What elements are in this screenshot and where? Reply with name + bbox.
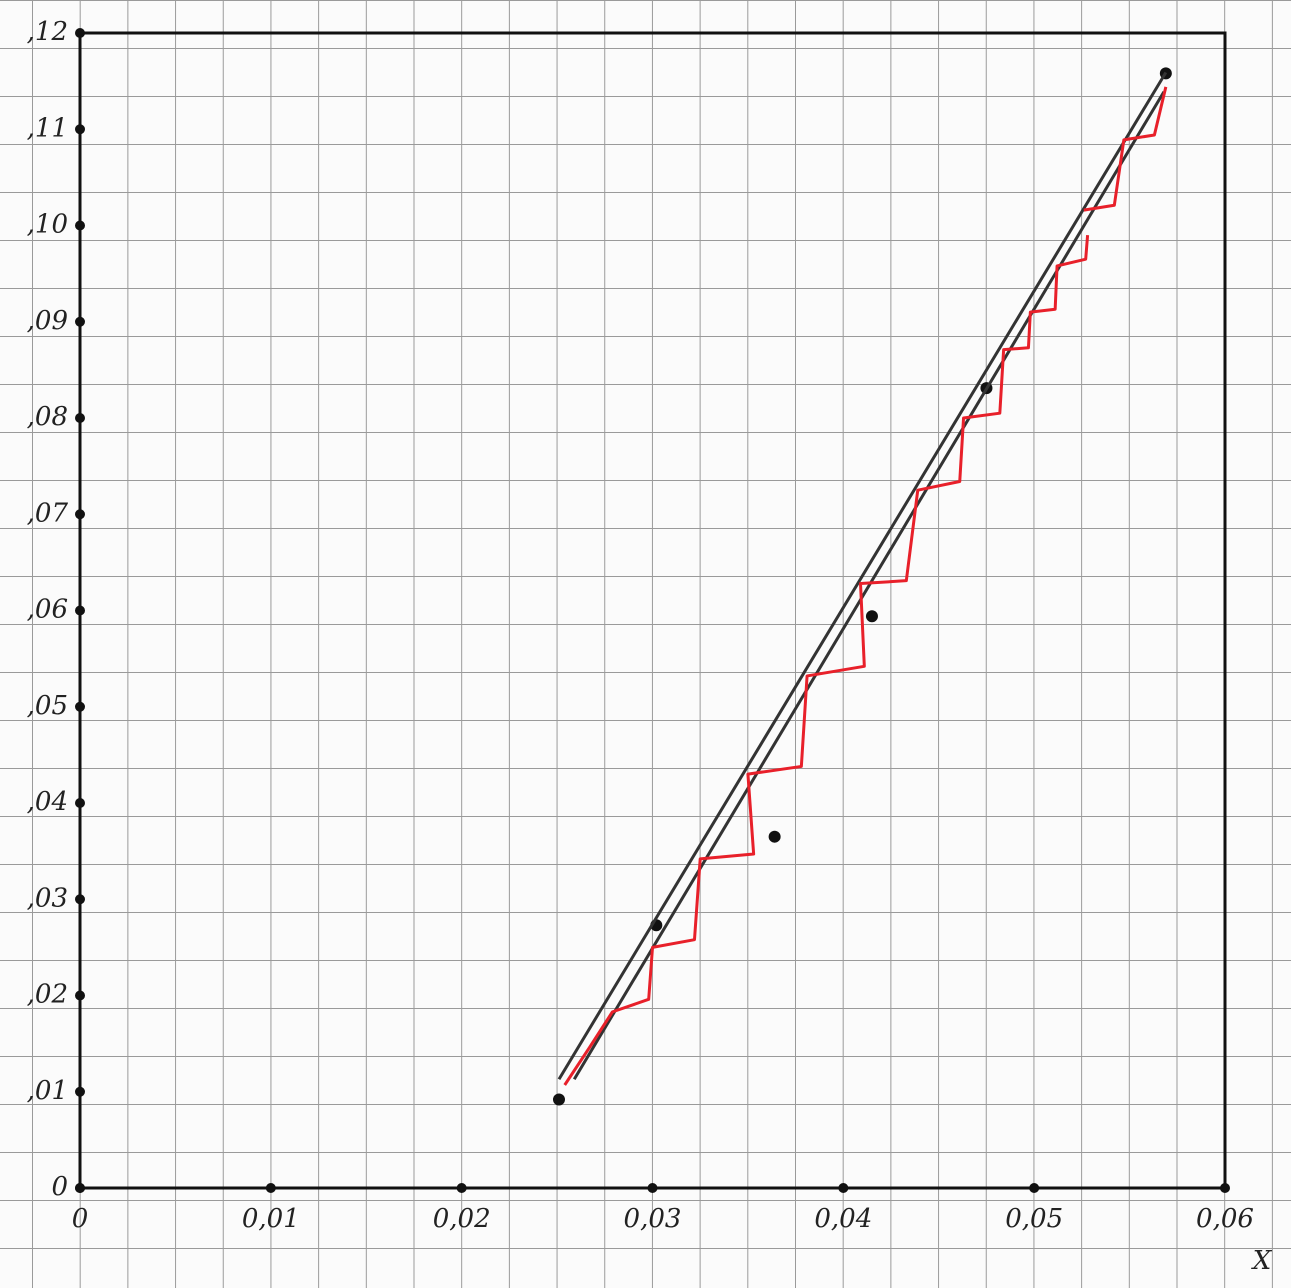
x-tick-mark — [648, 1183, 658, 1193]
x-tick-label: 0,05 — [1005, 1204, 1063, 1234]
y-tick-mark — [75, 991, 85, 1001]
x-tick-mark — [1220, 1183, 1230, 1193]
x-axis-label: X — [1251, 1246, 1273, 1276]
plot-frame — [80, 33, 1225, 1188]
x-tick-mark — [1029, 1183, 1039, 1193]
y-tick-label: 0 — [51, 1172, 68, 1202]
y-tick-label: ,01 — [27, 1076, 68, 1106]
x-tick-label: 0,03 — [624, 1204, 682, 1234]
series-line — [574, 92, 1164, 1080]
x-tick-mark — [838, 1183, 848, 1193]
data-point — [769, 831, 781, 843]
y-tick-mark — [75, 317, 85, 327]
x-tick-label: 0 — [72, 1204, 89, 1234]
y-tick-mark — [75, 798, 85, 808]
y-tick-mark — [75, 702, 85, 712]
y-tick-mark — [75, 606, 85, 616]
y-tick-label: ,08 — [27, 402, 68, 432]
data-point — [553, 1093, 565, 1105]
y-tick-label: ,05 — [27, 691, 68, 721]
y-tick-label: ,07 — [27, 498, 69, 528]
y-tick-label: ,04 — [27, 787, 68, 817]
y-tick-label: ,11 — [27, 113, 68, 143]
y-tick-label: ,03 — [27, 883, 68, 913]
y-tick-mark — [75, 1183, 85, 1193]
y-tick-mark — [75, 894, 85, 904]
x-tick-label: 0,06 — [1196, 1204, 1254, 1234]
x-tick-mark — [457, 1183, 467, 1193]
x-tick-label: 0,02 — [433, 1204, 491, 1234]
x-tick-label: 0,04 — [814, 1204, 872, 1234]
y-tick-label: ,12 — [27, 17, 68, 47]
y-tick-mark — [75, 1087, 85, 1097]
data-point — [866, 610, 878, 622]
y-tick-mark — [75, 28, 85, 38]
y-tick-mark — [75, 124, 85, 134]
y-tick-mark — [75, 413, 85, 423]
chart: X 00,010,020,030,040,050,060,01,02,03,04… — [0, 0, 1291, 1288]
y-tick-label: ,06 — [27, 595, 68, 625]
y-tick-label: ,10 — [27, 210, 68, 240]
y-tick-mark — [75, 509, 85, 519]
x-tick-label: 0,01 — [242, 1204, 300, 1234]
y-tick-label: ,02 — [27, 980, 68, 1010]
y-tick-label: ,09 — [27, 306, 68, 336]
y-tick-mark — [75, 221, 85, 231]
series-line — [559, 72, 1166, 1079]
x-tick-mark — [266, 1183, 276, 1193]
